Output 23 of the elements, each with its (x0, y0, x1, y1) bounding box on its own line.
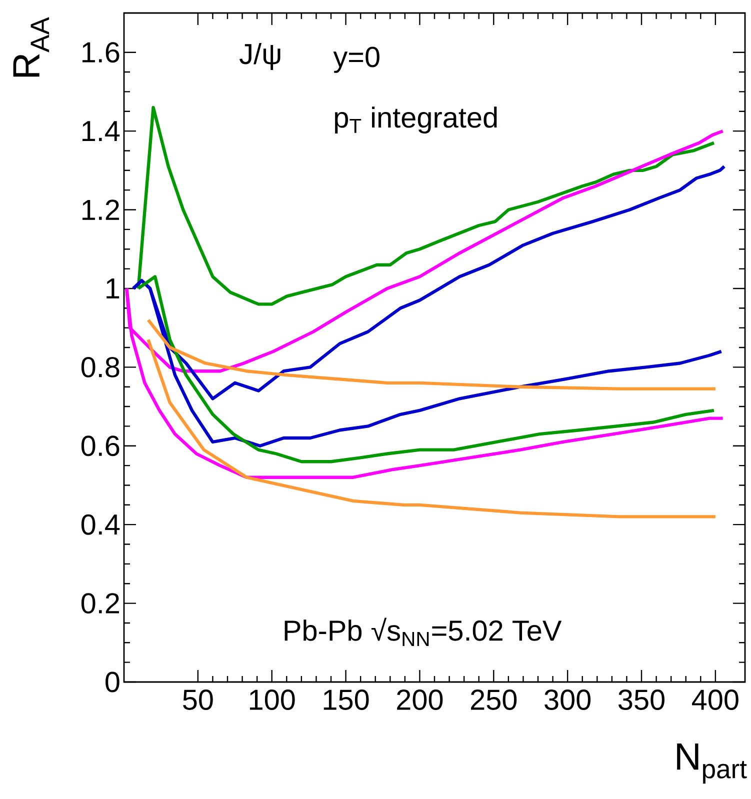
annotation: y=0 (333, 46, 380, 73)
y-tick-label: 1 (106, 278, 120, 298)
y-tick-label: 0 (106, 672, 120, 692)
x-tick-label: 100 (250, 690, 295, 710)
y-tick-label: 1.4 (82, 121, 120, 141)
x-tick-label: 350 (618, 690, 665, 710)
x-tick-label: 300 (544, 690, 591, 710)
y-tick-label: 0.8 (82, 356, 120, 378)
x-tick-label: 200 (397, 690, 443, 710)
annotation: J/ψ (240, 43, 280, 70)
y-tick-label: 1.2 (82, 200, 120, 220)
y-tick-label: 0.2 (82, 593, 120, 614)
y-axis-title: R$_{AA}$ (13, 17, 50, 77)
x-tick-label: 50 (183, 690, 213, 710)
y-tick-label: 0.4 (82, 514, 120, 535)
x-tick-label: 250 (471, 690, 517, 710)
annotation: Pb-Pb √s$_{NN}$=5.02 TeV (284, 618, 562, 646)
y-tick-label: 1.6 (82, 42, 120, 63)
x-tick-label: 400 (692, 690, 738, 710)
x-tick-label: 150 (324, 690, 369, 710)
x-axis-title: N$_{part}$ (677, 744, 747, 784)
y-tick-label: 0.6 (82, 436, 120, 456)
annotation: p$_{T}$ integrated (335, 106, 497, 134)
